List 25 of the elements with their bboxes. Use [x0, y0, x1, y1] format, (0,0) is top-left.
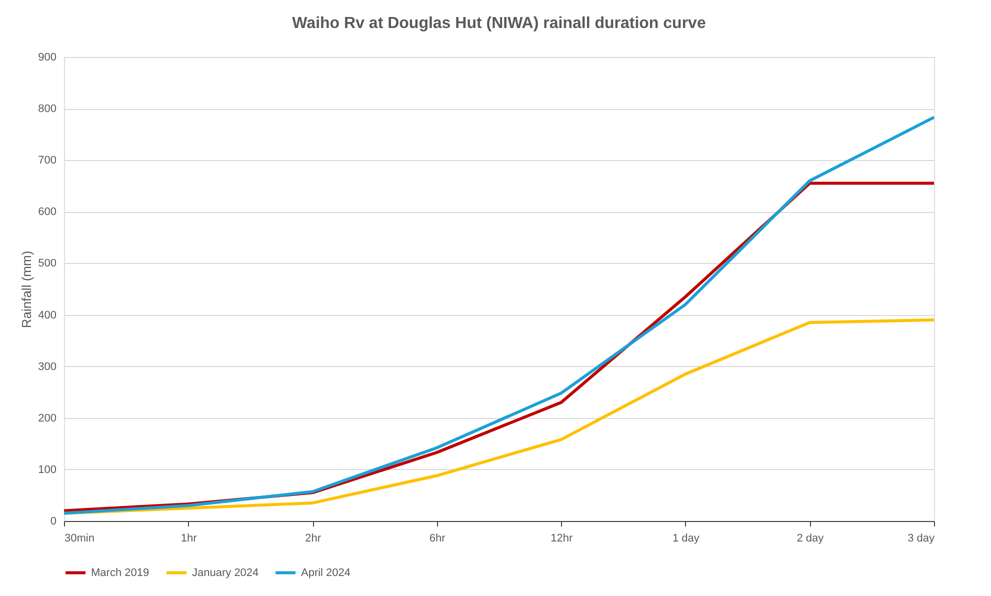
legend-label: January 2024	[192, 566, 259, 579]
y-axis-title: Rainfall (mm)	[19, 250, 34, 328]
y-tick-label: 100	[38, 464, 56, 476]
x-tick-label: 12hr	[550, 532, 573, 544]
y-tick-label: 800	[38, 103, 56, 116]
y-tick-label: 0	[50, 516, 56, 528]
y-tick-label: 200	[38, 412, 56, 424]
line-series	[62, 116, 936, 515]
x-tick-label: 2hr	[305, 532, 322, 544]
y-tick-label: 900	[38, 52, 56, 64]
legend-label: March 2019	[91, 566, 150, 579]
x-tick-label: 6hr	[429, 532, 446, 544]
x-tick-label: 30min	[64, 532, 94, 544]
x-tick-label: 1 day	[672, 532, 700, 544]
x-tick-label: 2 day	[796, 532, 824, 544]
legend-label: April 2024	[301, 566, 351, 579]
y-tick-label: 400	[38, 309, 56, 322]
y-tick-label: 600	[38, 206, 56, 218]
y-tick-label: 500	[38, 258, 56, 270]
y-tick-label: 700	[38, 154, 56, 167]
y-tick-label: 300	[38, 360, 56, 373]
line-series	[62, 318, 936, 515]
x-tick-label: 1hr	[180, 532, 198, 544]
chart-title: Waiho Rv at Douglas Hut (NIWA) rainall duration curve	[292, 15, 706, 32]
x-tick-label: 3 day	[908, 532, 935, 544]
